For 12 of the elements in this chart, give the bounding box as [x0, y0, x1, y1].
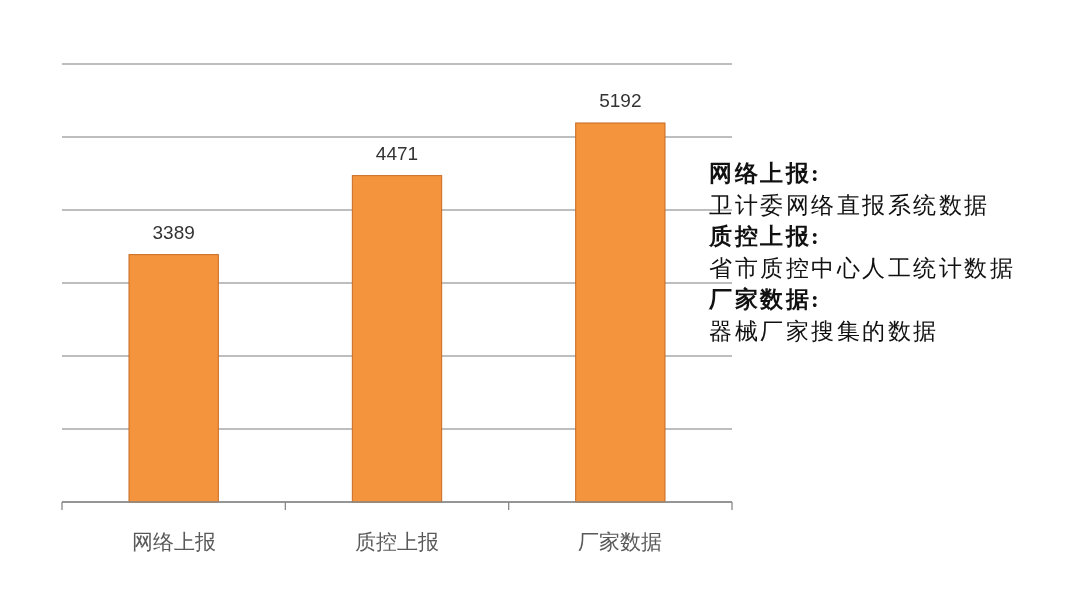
data-label: 5192 [599, 89, 642, 111]
annotation: 省市质控中心人工统计数据 [709, 255, 1015, 281]
data-label: 3389 [152, 221, 195, 243]
annotation: 厂家数据: [708, 286, 822, 312]
annotation: 器械厂家搜集的数据 [709, 318, 939, 344]
x-tick-label: 质控上报 [355, 530, 439, 554]
data-label: 4471 [375, 142, 419, 164]
x-tick-label: 厂家数据 [578, 530, 663, 554]
annotation: 卫计委网络直报系统数据 [709, 192, 990, 218]
annotation: 网络上报: [709, 161, 822, 186]
annotation: 质控上报: [708, 224, 822, 249]
x-tick-label: 网络上报 [131, 530, 216, 554]
